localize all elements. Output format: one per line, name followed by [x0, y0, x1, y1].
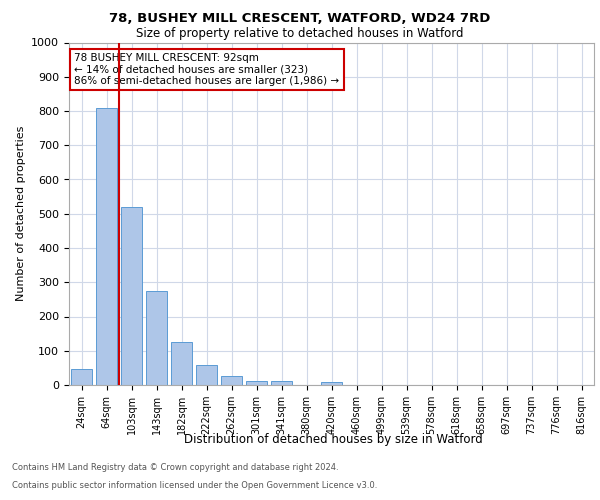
Bar	[271, 380, 292, 385]
Text: 78, BUSHEY MILL CRESCENT, WATFORD, WD24 7RD: 78, BUSHEY MILL CRESCENT, WATFORD, WD24 …	[109, 12, 491, 26]
Bar	[171, 342, 192, 385]
Text: Contains HM Land Registry data © Crown copyright and database right 2024.: Contains HM Land Registry data © Crown c…	[12, 464, 338, 472]
Bar	[121, 207, 142, 385]
Bar	[146, 291, 167, 385]
Bar	[71, 369, 92, 385]
Bar	[196, 365, 217, 385]
Bar	[221, 376, 242, 385]
Bar	[321, 382, 342, 385]
Text: Distribution of detached houses by size in Watford: Distribution of detached houses by size …	[184, 432, 482, 446]
Bar	[246, 380, 267, 385]
Text: Size of property relative to detached houses in Watford: Size of property relative to detached ho…	[136, 28, 464, 40]
Bar	[96, 108, 117, 385]
Y-axis label: Number of detached properties: Number of detached properties	[16, 126, 26, 302]
Text: Contains public sector information licensed under the Open Government Licence v3: Contains public sector information licen…	[12, 481, 377, 490]
Text: 78 BUSHEY MILL CRESCENT: 92sqm
← 14% of detached houses are smaller (323)
86% of: 78 BUSHEY MILL CRESCENT: 92sqm ← 14% of …	[74, 53, 340, 86]
